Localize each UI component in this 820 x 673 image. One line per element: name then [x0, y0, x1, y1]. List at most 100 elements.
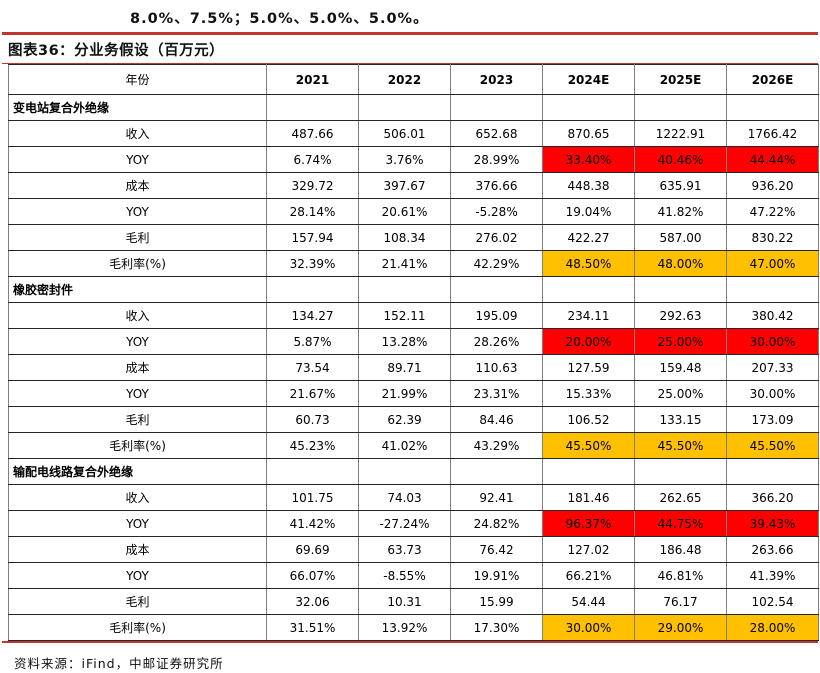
header-cell: 2025E	[634, 64, 727, 95]
value-cell: 31.51%	[266, 614, 359, 641]
value-cell: 134.27	[266, 302, 359, 329]
empty-cell	[266, 458, 359, 485]
value-cell: 936.20	[726, 172, 819, 199]
table-row: 毛利 32.06 10.31 15.99 54.44 76.17 102.54	[8, 588, 819, 615]
value-cell: 40.46%	[634, 146, 727, 173]
empty-cell	[542, 458, 635, 485]
header-row: 年份 2021 2022 2023 2024E 2025E 2026E	[8, 64, 819, 95]
value-cell: 487.66	[266, 120, 359, 147]
value-cell: 30.00%	[726, 380, 819, 407]
value-cell: 48.50%	[542, 250, 635, 277]
value-cell: 45.50%	[634, 432, 727, 459]
value-cell: 92.41	[450, 484, 543, 511]
section-row: 变电站复合外绝缘	[8, 94, 819, 121]
value-cell: -5.28%	[450, 198, 543, 225]
value-cell: 62.39	[358, 406, 451, 433]
value-cell: 13.28%	[358, 328, 451, 355]
figure-title-block: 图表36：分业务假设（百万元）	[0, 32, 820, 64]
table-row: YOY 41.42% -27.24% 24.82% 96.37% 44.75% 39.43%	[8, 510, 819, 537]
row-label: 成本	[8, 354, 267, 381]
empty-cell	[266, 276, 359, 303]
value-cell: 30.00%	[542, 614, 635, 641]
value-cell: 46.81%	[634, 562, 727, 589]
section-row: 橡胶密封件	[8, 276, 819, 303]
value-cell: 1766.42	[726, 120, 819, 147]
value-cell: 66.07%	[266, 562, 359, 589]
table-row: 收入 487.66 506.01 652.68 870.65 1222.91 1766.42	[8, 120, 819, 147]
value-cell: 173.09	[726, 406, 819, 433]
empty-cell	[726, 458, 819, 485]
table-row: 毛利率(%) 45.23% 41.02% 43.29% 45.50% 45.50% 45.5…	[8, 432, 819, 459]
value-cell: 29.00%	[634, 614, 727, 641]
value-cell: 448.38	[542, 172, 635, 199]
header-cell: 2022	[358, 64, 451, 95]
value-cell: 108.34	[358, 224, 451, 251]
value-cell: 28.00%	[726, 614, 819, 641]
value-cell: 25.00%	[634, 328, 727, 355]
value-cell: 133.15	[634, 406, 727, 433]
value-cell: 106.52	[542, 406, 635, 433]
source-text: 资料来源：iFind，中邮证券研究所	[14, 656, 224, 671]
empty-cell	[358, 276, 451, 303]
value-cell: 47.00%	[726, 250, 819, 277]
value-cell: 39.43%	[726, 510, 819, 537]
empty-cell	[542, 94, 635, 121]
value-cell: 28.14%	[266, 198, 359, 225]
value-cell: 45.23%	[266, 432, 359, 459]
table-row: YOY 5.87% 13.28% 28.26% 20.00% 25.00% 30.00%	[8, 328, 819, 355]
value-cell: 60.73	[266, 406, 359, 433]
value-cell: 73.54	[266, 354, 359, 381]
row-label: 成本	[8, 536, 267, 563]
value-cell: 20.00%	[542, 328, 635, 355]
empty-cell	[634, 276, 727, 303]
value-cell: 207.33	[726, 354, 819, 381]
value-cell: 102.54	[726, 588, 819, 615]
value-cell: 21.67%	[266, 380, 359, 407]
section-label: 橡胶密封件	[8, 276, 267, 303]
value-cell: 23.31%	[450, 380, 543, 407]
empty-cell	[726, 276, 819, 303]
table-row: 收入 101.75 74.03 92.41 181.46 262.65 366.20	[8, 484, 819, 511]
empty-cell	[266, 94, 359, 121]
row-label: YOY	[8, 510, 267, 537]
value-cell: 870.65	[542, 120, 635, 147]
table-row: 成本 73.54 89.71 110.63 127.59 159.48 207.33	[8, 354, 819, 381]
value-cell: -8.55%	[358, 562, 451, 589]
value-cell: 66.21%	[542, 562, 635, 589]
value-cell: 96.37%	[542, 510, 635, 537]
empty-cell	[450, 276, 543, 303]
empty-cell	[358, 458, 451, 485]
value-cell: 84.46	[450, 406, 543, 433]
value-cell: 506.01	[358, 120, 451, 147]
row-label: YOY	[8, 146, 267, 173]
value-cell: 1222.91	[634, 120, 727, 147]
table-row: YOY 6.74% 3.76% 28.99% 33.40% 40.46% 44.44%	[8, 146, 819, 173]
value-cell: 47.22%	[726, 198, 819, 225]
value-cell: 45.50%	[726, 432, 819, 459]
value-cell: 366.20	[726, 484, 819, 511]
value-cell: 380.42	[726, 302, 819, 329]
value-cell: 32.39%	[266, 250, 359, 277]
red-rule-bottom	[2, 641, 818, 643]
value-cell: 195.09	[450, 302, 543, 329]
table-row: YOY 28.14% 20.61% -5.28% 19.04% 41.82% 47.22%	[8, 198, 819, 225]
value-cell: 41.42%	[266, 510, 359, 537]
value-cell: 3.76%	[358, 146, 451, 173]
row-label: 毛利率(%)	[8, 614, 267, 641]
value-cell: 397.67	[358, 172, 451, 199]
row-label: 毛利率(%)	[8, 250, 267, 277]
paragraph-continuation-text: 8.0%、7.5%；5.0%、5.0%、5.0%。	[130, 11, 429, 27]
value-cell: 74.03	[358, 484, 451, 511]
value-cell: -27.24%	[358, 510, 451, 537]
value-cell: 422.27	[542, 224, 635, 251]
value-cell: 76.42	[450, 536, 543, 563]
value-cell: 6.74%	[266, 146, 359, 173]
table-row: 收入 134.27 152.11 195.09 234.11 292.63 380.42	[8, 302, 819, 329]
value-cell: 152.11	[358, 302, 451, 329]
red-rule-top	[2, 32, 818, 35]
header-cell: 2026E	[726, 64, 819, 95]
value-cell: 10.31	[358, 588, 451, 615]
value-cell: 652.68	[450, 120, 543, 147]
value-cell: 329.72	[266, 172, 359, 199]
